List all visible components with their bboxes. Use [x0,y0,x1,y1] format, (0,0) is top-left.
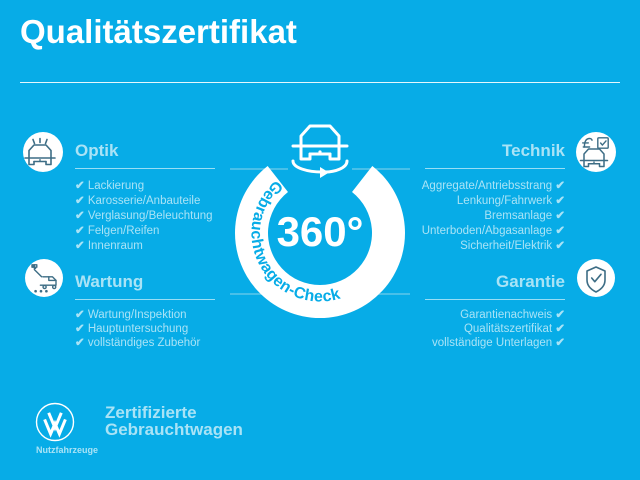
svg-text:360°: 360° [277,208,364,255]
